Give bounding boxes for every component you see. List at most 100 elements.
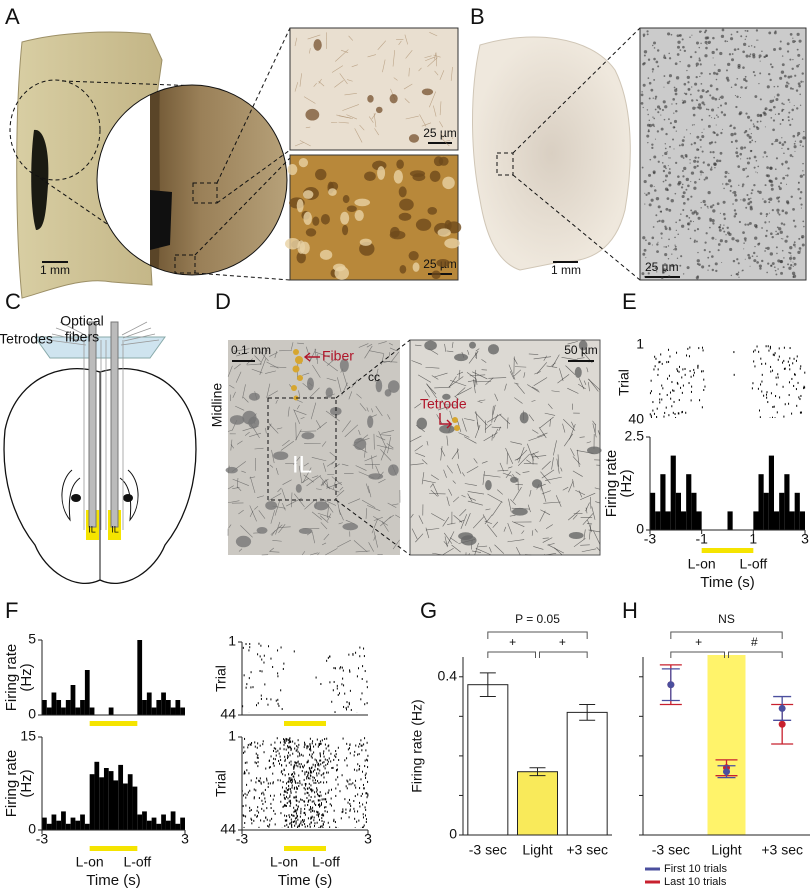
histogram-bar (89, 774, 95, 830)
texture (662, 180, 665, 183)
texture (694, 156, 697, 159)
texture (586, 446, 602, 455)
texture (699, 138, 702, 142)
texture (443, 532, 453, 544)
y-tick-label: 0 (28, 821, 36, 837)
x-tick-label: Light (711, 842, 741, 858)
texture (643, 50, 648, 54)
texture (744, 38, 746, 40)
texture (707, 124, 711, 128)
landmark (123, 494, 133, 502)
texture (680, 154, 684, 158)
texture (709, 94, 712, 97)
texture (651, 44, 654, 47)
texture (781, 162, 784, 166)
region-label: IL (111, 524, 119, 534)
texture (682, 100, 687, 104)
region-label: IL (88, 524, 96, 534)
texture (755, 159, 758, 162)
texture (668, 118, 670, 121)
texture (665, 132, 668, 136)
texture (693, 229, 697, 232)
texture (675, 221, 677, 224)
texture (745, 167, 747, 170)
texture (788, 266, 792, 270)
texture (572, 479, 575, 488)
texture (776, 226, 779, 229)
texture (767, 262, 770, 265)
texture (717, 106, 719, 109)
texture (686, 129, 688, 131)
texture (333, 263, 346, 272)
texture (771, 65, 774, 69)
texture (373, 113, 377, 128)
texture (793, 142, 796, 145)
texture (543, 501, 561, 504)
texture (514, 397, 523, 404)
histogram-bar (127, 774, 133, 830)
texture (359, 403, 367, 412)
texture (376, 435, 386, 441)
texture (664, 105, 668, 109)
texture (442, 176, 455, 190)
texture (763, 55, 766, 58)
texture (568, 531, 584, 539)
texture (653, 78, 656, 81)
texture (670, 263, 675, 268)
texture (759, 98, 762, 101)
texture (304, 499, 316, 510)
x-tick-label: -3 (644, 531, 657, 547)
texture (750, 149, 753, 152)
texture (772, 128, 775, 132)
textures (241, 28, 806, 828)
texture (232, 478, 249, 486)
texture (339, 358, 349, 372)
texture (761, 259, 764, 263)
texture (437, 405, 450, 411)
texture (307, 34, 321, 40)
texture (790, 264, 793, 267)
texture (764, 107, 768, 111)
texture (771, 235, 774, 239)
texture (676, 34, 680, 38)
texture (689, 237, 692, 240)
texture (338, 509, 344, 521)
texture (655, 196, 660, 201)
texture (738, 112, 742, 116)
texture (652, 97, 654, 99)
roi (192, 182, 218, 204)
texture (739, 152, 743, 156)
texture (540, 471, 551, 484)
texture (442, 548, 454, 556)
texture (433, 105, 437, 117)
texture (729, 37, 734, 41)
texture (675, 130, 677, 132)
histogram-bar (686, 474, 692, 530)
texture (652, 116, 654, 118)
histogram-bar (65, 823, 71, 830)
texture (485, 480, 492, 491)
texture (265, 370, 277, 374)
light-bar (701, 548, 754, 553)
texture (668, 52, 670, 55)
texture (791, 108, 795, 112)
texture (509, 514, 516, 517)
texture (434, 386, 451, 389)
texture (651, 123, 655, 127)
texture (268, 390, 278, 397)
texture (770, 264, 773, 268)
texture (469, 374, 486, 377)
texture (287, 163, 298, 176)
arrow (303, 352, 320, 362)
texture (492, 404, 496, 415)
texture (565, 365, 576, 375)
texture (664, 147, 667, 150)
texture (749, 200, 753, 204)
texture (356, 393, 362, 399)
texture (647, 272, 650, 275)
texture (497, 489, 503, 495)
texture (787, 75, 791, 79)
texture (733, 126, 736, 130)
histogram-bar (132, 786, 138, 830)
texture (418, 374, 431, 383)
